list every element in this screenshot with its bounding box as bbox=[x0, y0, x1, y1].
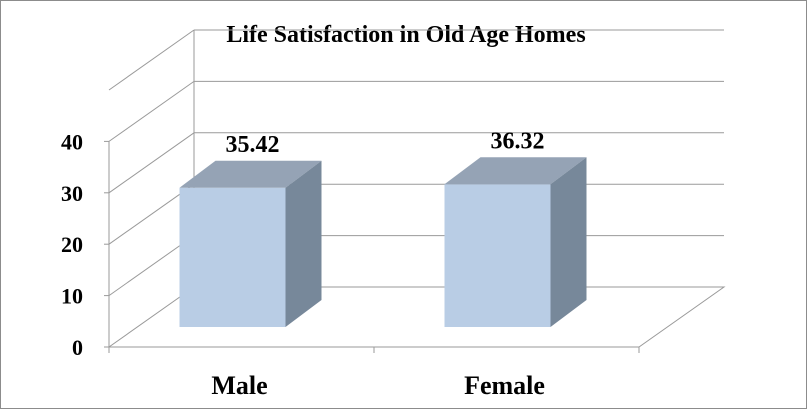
x-tick-label: Male bbox=[211, 371, 267, 400]
chart-title: Life Satisfaction in Old Age Homes bbox=[226, 22, 585, 48]
x-tick-label: Female bbox=[464, 371, 545, 400]
bar-top bbox=[444, 157, 587, 185]
bars bbox=[179, 157, 587, 327]
bar-front bbox=[179, 187, 286, 327]
axes bbox=[104, 140, 640, 353]
y-tick-label: 0 bbox=[72, 335, 83, 360]
y-tick-label: 40 bbox=[61, 129, 83, 154]
gridline-diagonal bbox=[108, 29, 195, 91]
data-label: 36.32 bbox=[491, 128, 545, 154]
bar-side bbox=[550, 157, 587, 327]
bar-top bbox=[179, 160, 322, 188]
y-tick-label: 10 bbox=[61, 284, 83, 309]
y-tick-label: 20 bbox=[61, 232, 83, 257]
gridline-diagonal bbox=[108, 132, 195, 194]
bar-front bbox=[444, 184, 551, 327]
gridline-diagonal bbox=[108, 80, 195, 142]
data-label: 35.42 bbox=[226, 132, 280, 158]
bar-side bbox=[285, 160, 322, 327]
labels: 0 10 20 30 40 35.42 Male 36.32 Female bbox=[61, 128, 545, 400]
y-tick-label: 30 bbox=[61, 181, 83, 206]
